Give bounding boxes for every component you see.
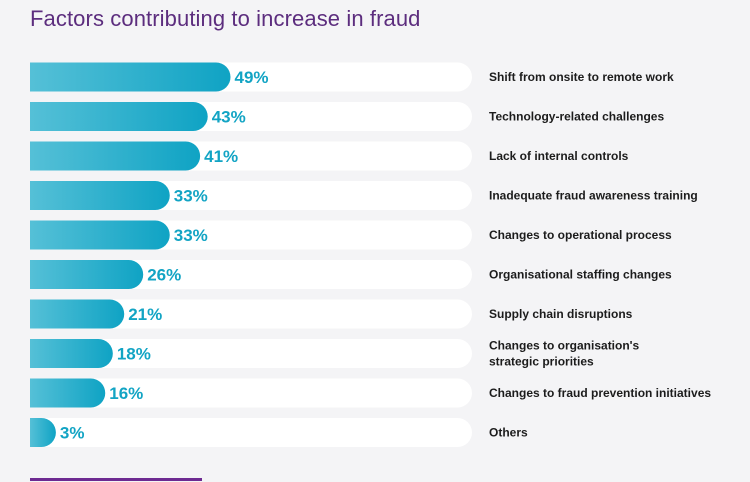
bar: [30, 102, 208, 131]
bar-row: 21% Supply chain disruptions: [30, 299, 633, 329]
category-label: Changes to operational process: [489, 228, 672, 242]
bar-value-label: 49%: [235, 68, 269, 87]
bar: [30, 141, 201, 171]
category-label: Organisational staffing changes: [489, 268, 672, 282]
bar-value-label: 16%: [109, 384, 143, 403]
category-label: Supply chain disruptions: [489, 307, 633, 321]
bar-track: [30, 339, 472, 368]
bar-value-label: 43%: [212, 108, 246, 127]
bar-row: 43% Technology-related challenges: [30, 102, 664, 131]
bar-row: 33% Changes to operational process: [30, 220, 672, 250]
bar-track: [30, 299, 472, 329]
bottom-rule: [30, 478, 202, 481]
bar-value-label: 3%: [60, 424, 85, 443]
category-label: Changes to fraud prevention initiatives: [489, 386, 711, 400]
bar-row: 16% Changes to fraud prevention initiativ…: [30, 378, 711, 408]
bar: [30, 260, 144, 289]
bar: [30, 418, 56, 447]
bar: [30, 339, 113, 368]
bar: [30, 62, 231, 92]
bar: [30, 181, 170, 210]
category-label: Inadequate fraud awareness training: [489, 189, 698, 203]
bar-row: 26% Organisational staffing changes: [30, 260, 672, 289]
bar-row: 3% Others: [30, 418, 528, 447]
bar-track: [30, 418, 472, 447]
bar-row: 49% Shift from onsite to remote work: [30, 62, 674, 92]
category-label: Technology-related challenges: [489, 110, 664, 124]
category-label: Others: [489, 426, 528, 440]
bar-value-label: 18%: [117, 345, 151, 364]
category-label: Lack of internal controls: [489, 149, 629, 163]
bar-row: 33% Inadequate fraud awareness training: [30, 181, 698, 210]
bar-row: 41% Lack of internal controls: [30, 141, 629, 171]
bar: [30, 220, 170, 250]
bar: [30, 299, 125, 329]
bar-value-label: 33%: [174, 226, 208, 245]
category-label: Shift from onsite to remote work: [489, 70, 674, 84]
category-label: Changes to organisation's strategic prior…: [489, 339, 640, 369]
bar-value-label: 41%: [204, 147, 238, 166]
bar-value-label: 26%: [147, 266, 181, 285]
bar-value-label: 33%: [174, 187, 208, 206]
chart-title: Factors contributing to increase in frau…: [30, 6, 421, 31]
bar-track: [30, 378, 472, 408]
bar-value-label: 21%: [128, 305, 162, 324]
bar: [30, 378, 106, 408]
bar-row: 18% Changes to organisation's strategic pr…: [30, 339, 640, 369]
